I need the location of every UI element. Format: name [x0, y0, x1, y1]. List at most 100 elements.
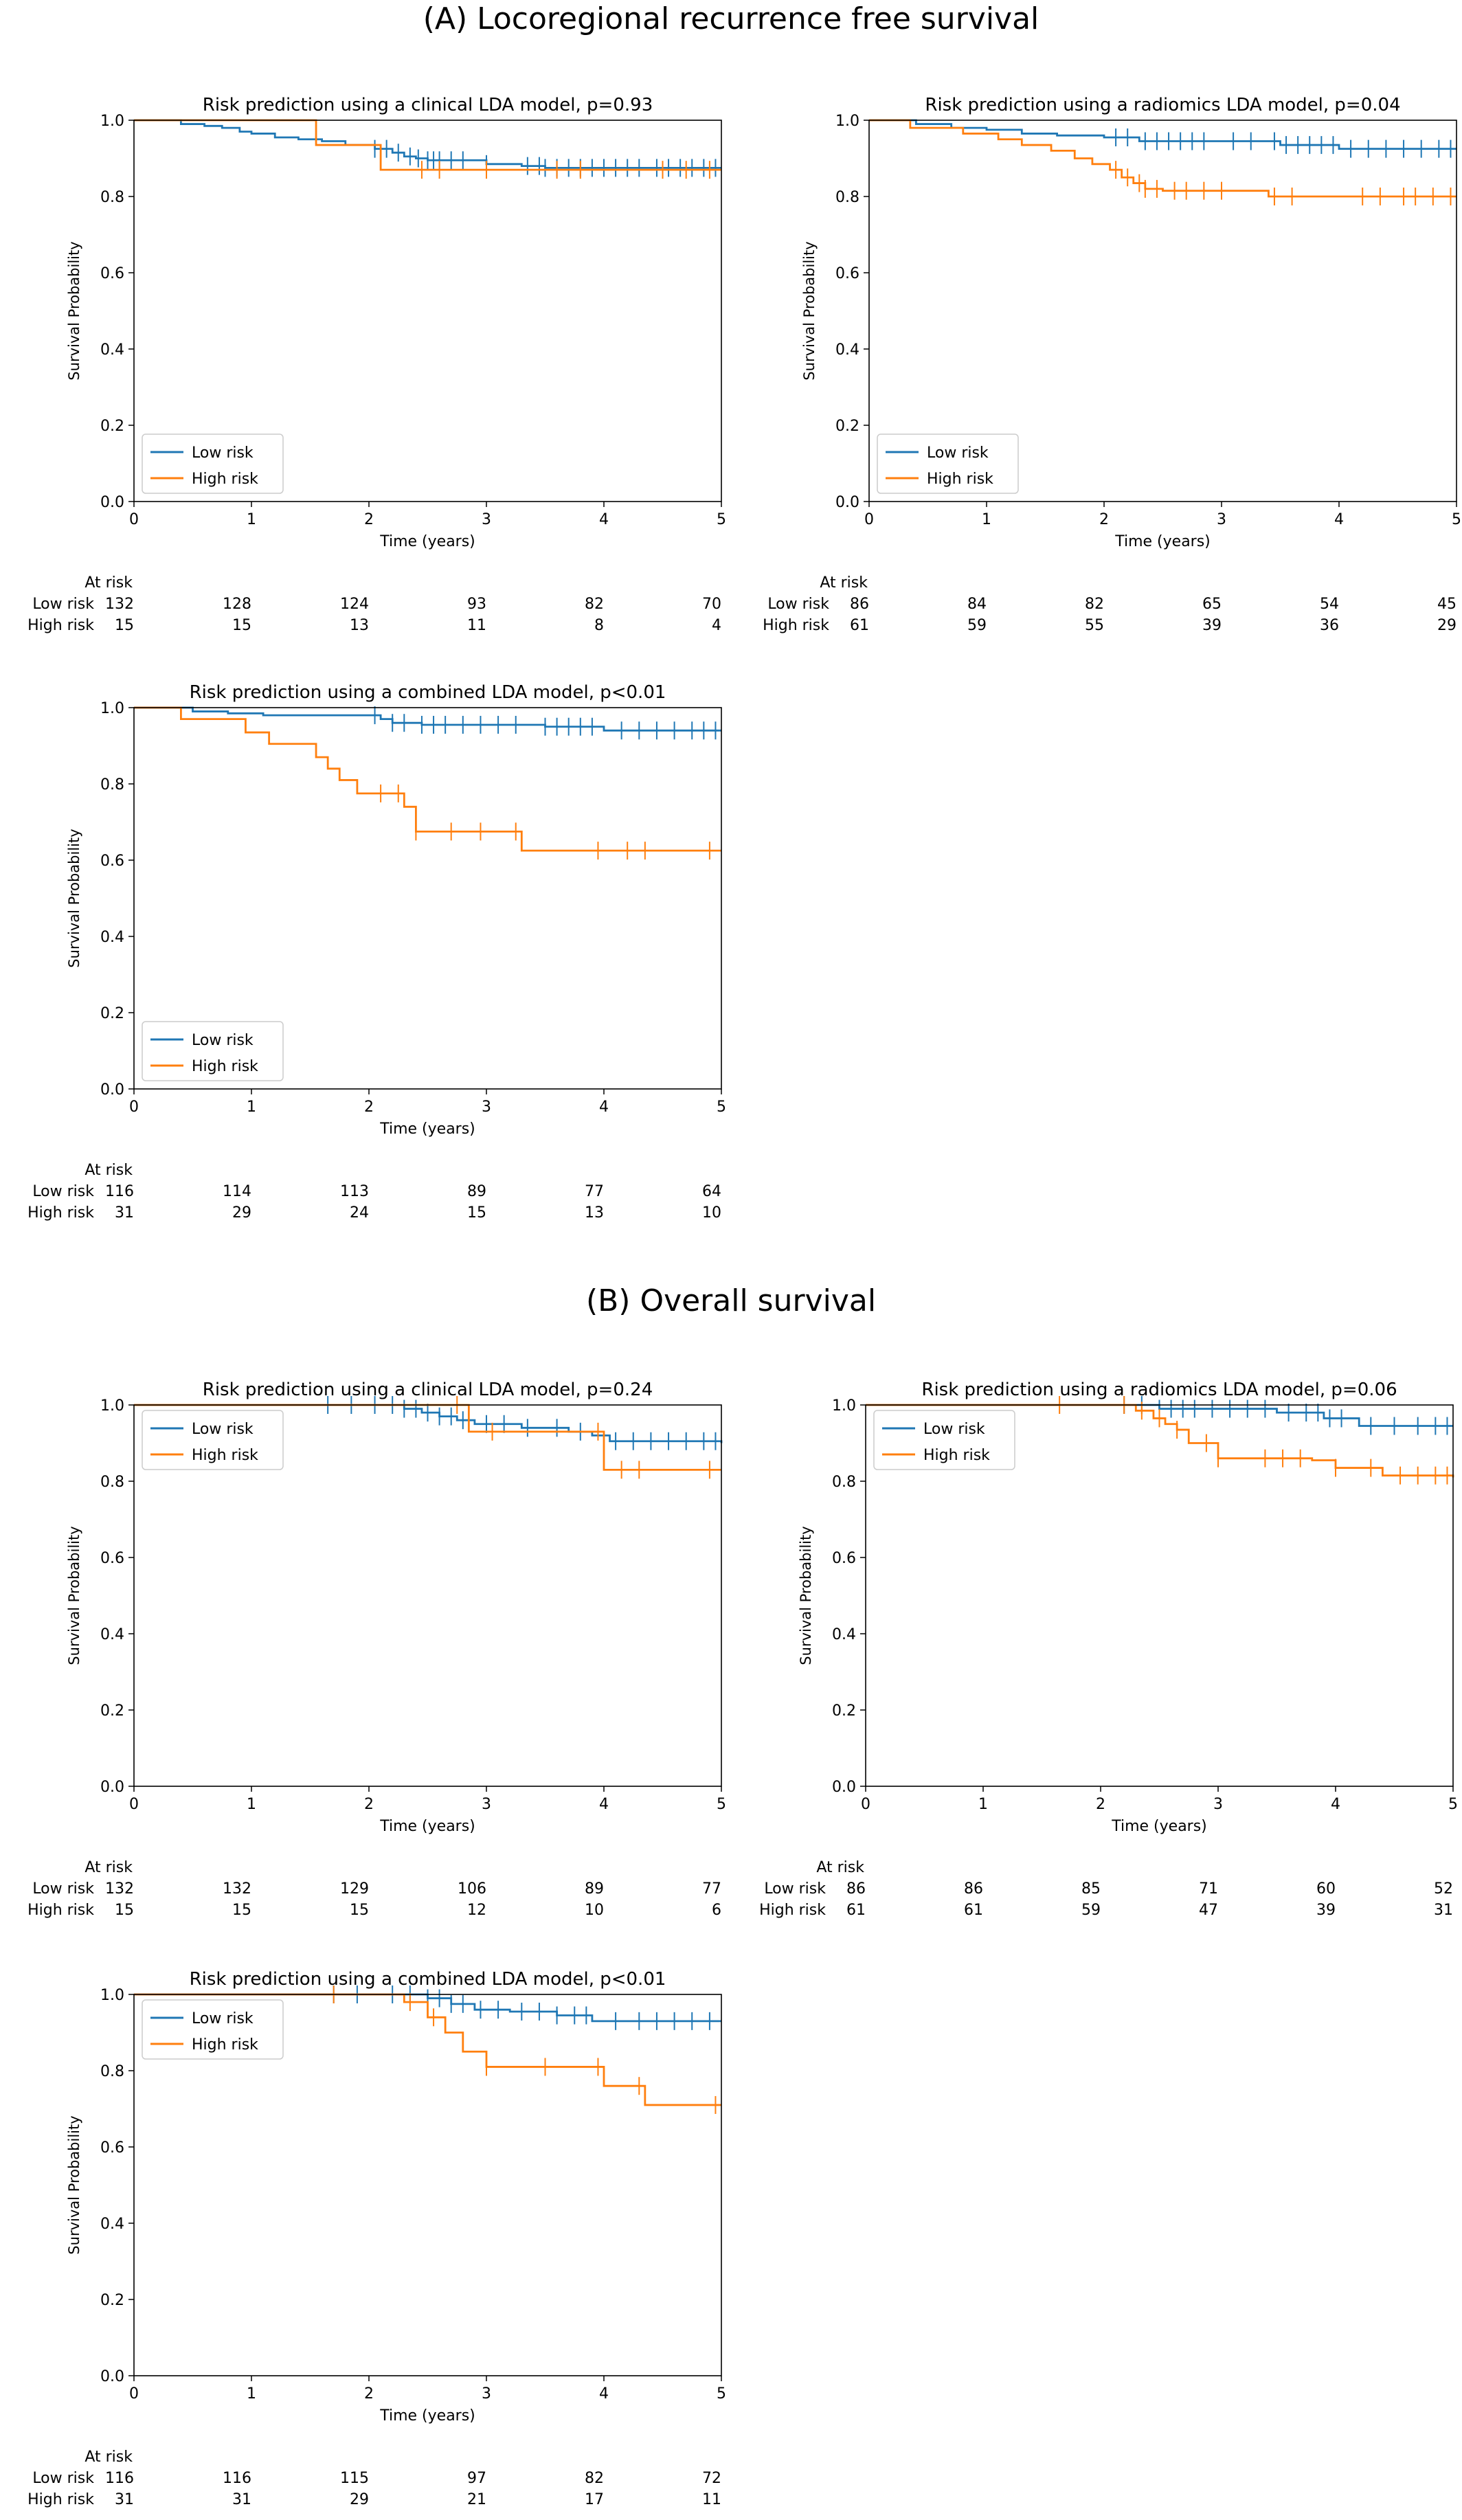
x-tick-label: 5 — [717, 511, 726, 528]
y-tick-label: 1.0 — [100, 113, 124, 130]
at-risk-count: 13 — [350, 617, 369, 634]
y-tick-label: 0.4 — [100, 2216, 124, 2233]
at-risk-count: 29 — [1437, 617, 1457, 634]
y-tick-label: 1.0 — [100, 1987, 124, 2004]
at-risk-count: 13 — [585, 1204, 604, 1222]
y-tick-label: 0.0 — [100, 1779, 124, 1796]
at-risk-count: 31 — [232, 2491, 251, 2508]
at-risk-count: 132 — [105, 1880, 134, 1898]
at-risk-row-label: High risk — [27, 1902, 94, 1919]
y-tick-label: 0.4 — [832, 1626, 856, 1643]
x-tick-label: 3 — [482, 511, 491, 528]
series-line-high-risk — [869, 119, 1457, 198]
at-risk-count: 15 — [115, 1902, 134, 1919]
plot-frame — [865, 1404, 1454, 1787]
chart-svg: Risk prediction using a radiomics LDA mo… — [763, 95, 1461, 634]
legend-label: High risk — [192, 1447, 258, 1464]
series-line-high-risk — [134, 706, 721, 852]
legend-label: Low risk — [192, 2010, 254, 2027]
x-tick-label: 0 — [129, 1099, 139, 1116]
km-panel-a-radiomics: Risk prediction using a radiomics LDA mo… — [735, 82, 1462, 646]
at-risk-count: 39 — [1202, 617, 1222, 634]
at-risk-count: 17 — [585, 2491, 604, 2508]
y-tick-label: 0.6 — [100, 853, 124, 870]
at-risk-title: At risk — [820, 574, 868, 592]
series-line-high-risk — [134, 1993, 721, 2106]
y-axis-label: Survival Probability — [66, 241, 82, 380]
km-panel-a-combined: Risk prediction using a combined LDA mod… — [0, 670, 728, 1233]
at-risk-count: 77 — [585, 1183, 604, 1200]
y-axis-label: Survival Probability — [66, 829, 82, 967]
y-tick-label: 0.2 — [832, 1702, 856, 1720]
chart-svg: Risk prediction using a combined LDA mod… — [27, 1969, 726, 2508]
at-risk-row-label: Low risk — [764, 1880, 826, 1898]
at-risk-count: 97 — [467, 2470, 486, 2487]
chart-svg: Risk prediction using a clinical LDA mod… — [27, 1380, 726, 1919]
at-risk-count: 55 — [1085, 617, 1104, 634]
at-risk-row-label: Low risk — [32, 596, 94, 613]
at-risk-count: 36 — [1320, 617, 1339, 634]
y-tick-label: 0.2 — [835, 418, 859, 435]
at-risk-title: At risk — [85, 2449, 133, 2466]
series-line-low-risk — [869, 119, 1457, 150]
x-tick-label: 2 — [1096, 1796, 1105, 1813]
at-risk-count: 12 — [467, 1902, 486, 1919]
at-risk-count: 59 — [1081, 1902, 1101, 1919]
x-axis-label: Time (years) — [379, 1818, 475, 1835]
at-risk-count: 82 — [1085, 596, 1104, 613]
x-tick-label: 1 — [247, 1099, 256, 1116]
at-risk-count: 29 — [350, 2491, 369, 2508]
y-tick-label: 0.0 — [100, 1081, 124, 1099]
at-risk-count: 61 — [846, 1902, 866, 1919]
y-tick-label: 0.8 — [100, 776, 124, 794]
at-risk-count: 31 — [1434, 1902, 1453, 1919]
at-risk-row-label: Low risk — [767, 596, 829, 613]
at-risk-count: 116 — [105, 2470, 134, 2487]
x-tick-label: 2 — [364, 1099, 374, 1116]
legend-label: High risk — [923, 1447, 990, 1464]
y-tick-label: 1.0 — [100, 700, 124, 717]
legend-label: Low risk — [923, 1421, 985, 1438]
section-title-a: (A) Locoregional recurrence free surviva… — [423, 1, 1039, 36]
x-tick-label: 5 — [1448, 1796, 1458, 1813]
at-risk-count: 31 — [115, 1204, 134, 1222]
y-tick-label: 0.4 — [835, 341, 859, 359]
at-risk-count: 82 — [585, 596, 604, 613]
at-risk-count: 15 — [467, 1204, 486, 1222]
at-risk-count: 128 — [223, 596, 251, 613]
at-risk-count: 86 — [964, 1880, 983, 1898]
legend-label: Low risk — [192, 1421, 254, 1438]
section-title-b: (B) Overall survival — [585, 1283, 877, 1318]
chart-title: Risk prediction using a radiomics LDA mo… — [925, 95, 1400, 115]
y-axis-label: Survival Probability — [801, 241, 818, 380]
at-risk-count: 31 — [115, 2491, 134, 2508]
at-risk-row-label: High risk — [759, 1902, 826, 1919]
km-panel-a-clinical: Risk prediction using a clinical LDA mod… — [0, 82, 728, 646]
y-tick-label: 0.4 — [100, 341, 124, 359]
y-tick-label: 0.2 — [100, 1702, 124, 1720]
legend-label: Low risk — [192, 1032, 254, 1049]
at-risk-count: 115 — [340, 2470, 369, 2487]
at-risk-row-label: High risk — [763, 617, 829, 634]
at-risk-count: 129 — [340, 1880, 369, 1898]
chart-title: Risk prediction using a clinical LDA mod… — [203, 1380, 653, 1400]
x-tick-label: 0 — [129, 511, 139, 528]
at-risk-row-label: High risk — [27, 2491, 94, 2508]
x-tick-label: 2 — [1099, 511, 1109, 528]
plot-frame — [133, 707, 722, 1090]
at-risk-count: 10 — [702, 1204, 721, 1222]
x-tick-label: 2 — [364, 2385, 374, 2403]
at-risk-count: 64 — [702, 1183, 721, 1200]
at-risk-row-label: Low risk — [32, 1183, 94, 1200]
at-risk-title: At risk — [85, 574, 133, 592]
x-tick-label: 4 — [599, 511, 609, 528]
at-risk-count: 113 — [340, 1183, 369, 1200]
at-risk-row-label: Low risk — [32, 2470, 94, 2487]
y-tick-label: 0.6 — [100, 265, 124, 282]
km-panel-b-radiomics: Risk prediction using a radiomics LDA mo… — [732, 1367, 1460, 1931]
y-tick-label: 1.0 — [832, 1397, 856, 1415]
x-tick-label: 0 — [129, 2385, 139, 2403]
at-risk-count: 70 — [702, 596, 721, 613]
y-tick-label: 0.0 — [100, 2368, 124, 2385]
at-risk-count: 15 — [115, 617, 134, 634]
